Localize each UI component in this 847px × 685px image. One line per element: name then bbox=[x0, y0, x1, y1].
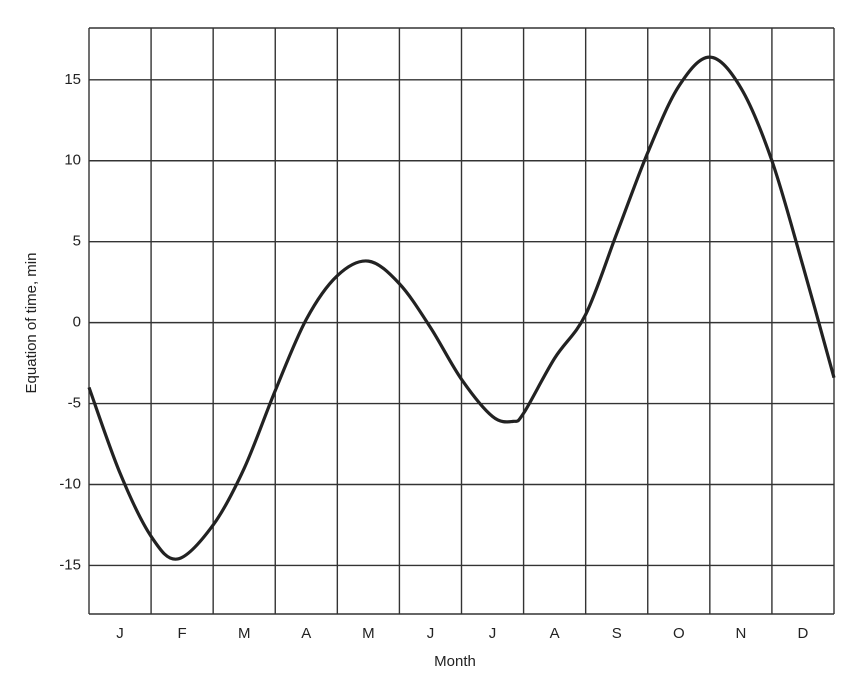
x-tick-label: S bbox=[612, 625, 622, 642]
x-tick-label: J bbox=[116, 625, 124, 642]
x-tick-label: O bbox=[673, 625, 685, 642]
y-tick-label: -10 bbox=[59, 475, 81, 492]
y-tick-label: 10 bbox=[64, 152, 81, 169]
y-axis-label: Equation of time, min bbox=[23, 253, 40, 394]
x-axis-label: Month bbox=[434, 653, 476, 670]
x-tick-label: A bbox=[301, 625, 311, 642]
y-tick-label: -15 bbox=[59, 556, 81, 573]
x-tick-label: F bbox=[178, 625, 187, 642]
x-tick-label: J bbox=[489, 625, 497, 642]
y-tick-label: 15 bbox=[64, 71, 81, 88]
x-tick-label: A bbox=[550, 625, 560, 642]
x-tick-label: D bbox=[798, 625, 809, 642]
x-tick-label: M bbox=[238, 625, 251, 642]
x-tick-label: N bbox=[735, 625, 746, 642]
line bbox=[87, 55, 836, 561]
y-tick-label: -5 bbox=[68, 395, 81, 412]
x-tick-label: M bbox=[362, 625, 375, 642]
x-tick-label: J bbox=[427, 625, 435, 642]
y-tick-label: 0 bbox=[73, 314, 81, 331]
y-tick-label: 5 bbox=[73, 233, 81, 250]
